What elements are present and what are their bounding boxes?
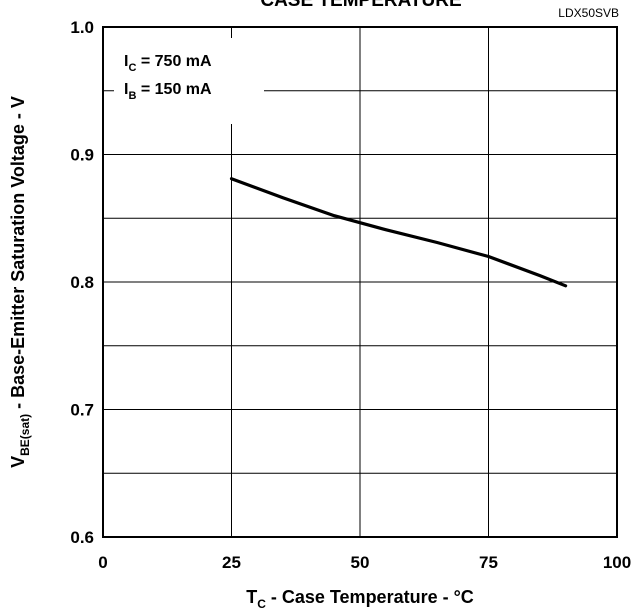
x-tick-label: 100 <box>603 553 631 572</box>
grid <box>103 27 617 537</box>
annotation-box: IC = 750 mA IB = 150 mA <box>114 38 264 124</box>
y-tick-label: 1.0 <box>70 18 94 37</box>
series-layer <box>229 177 568 288</box>
annotation-text: IB = 150 mA <box>124 81 212 102</box>
x-tick-label: 0 <box>98 553 107 572</box>
chart-code: LDX50SVB <box>558 6 619 20</box>
x-tick-label: 50 <box>351 553 370 572</box>
tick-labels: 0 25 50 75 100 0.6 0.7 0.8 0.9 1.0 <box>70 18 631 572</box>
y-axis-label: VBE(sat) - Base-Emitter Saturation Volta… <box>8 96 32 468</box>
x-tick-label: 75 <box>479 553 498 572</box>
plot-frame <box>102 26 618 538</box>
x-tick-label: 25 <box>222 553 241 572</box>
annotation-text: IC = 750 mA <box>124 53 212 74</box>
annotation-background <box>114 38 264 124</box>
y-tick-label: 0.7 <box>70 401 94 420</box>
y-tick-label: 0.9 <box>70 146 94 165</box>
y-tick-label: 0.8 <box>70 273 94 292</box>
x-axis-label: TC - Case Temperature - °C <box>246 587 474 611</box>
y-tick-label: 0.6 <box>70 528 94 547</box>
chart-title: CASE TEMPERATURE <box>260 0 461 11</box>
series-line <box>229 177 568 288</box>
